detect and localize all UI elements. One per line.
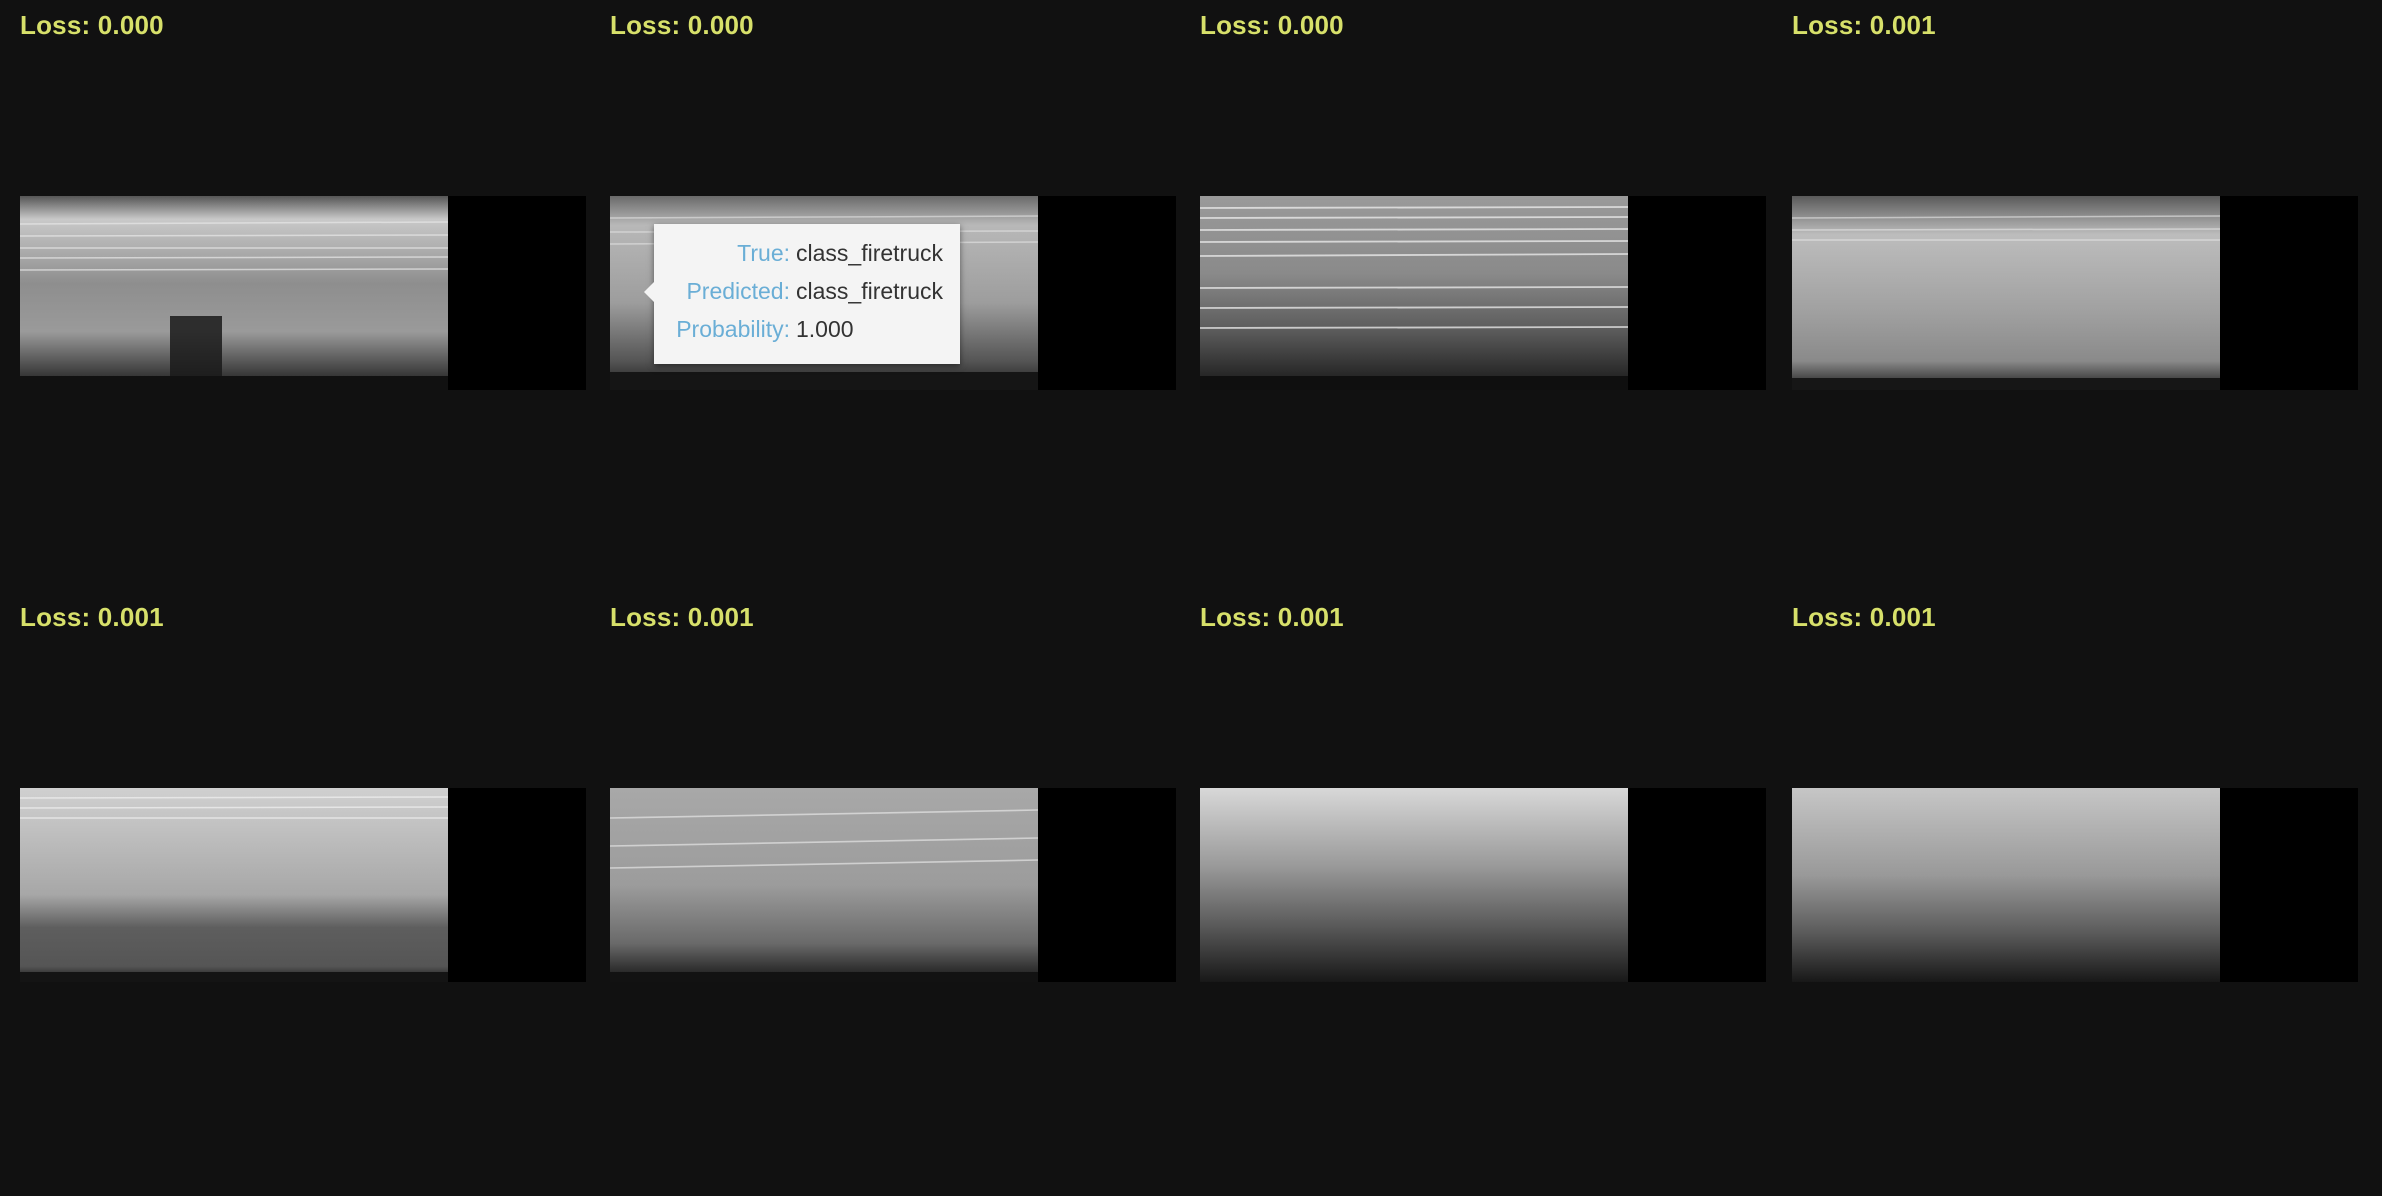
spectrogram-frame[interactable] [1792, 788, 2358, 982]
tooltip-true-value: class_firetruck [796, 240, 943, 266]
tooltip-caret-icon [644, 282, 654, 302]
spectrogram-frame[interactable]: True: class_firetruck Predicted: class_f… [610, 196, 1176, 390]
tooltip-probability-value: 1.000 [796, 316, 854, 342]
tooltip-predicted-value: class_firetruck [796, 278, 943, 304]
result-card[interactable]: Loss: 0.000 [20, 0, 586, 560]
spectrogram-frame[interactable] [20, 788, 586, 982]
loss-label: Loss: 0.001 [610, 602, 754, 632]
loss-label: Loss: 0.001 [20, 602, 164, 632]
tooltip-probability-key: Probability: [676, 316, 790, 342]
result-card[interactable]: Loss: 0.000 [610, 0, 1176, 560]
result-card[interactable]: Loss: 0.001 [610, 592, 1176, 1152]
tooltip-probability-row: Probability: 1.000 [670, 310, 944, 348]
loss-label: Loss: 0.001 [1792, 602, 1936, 632]
spectrogram-image[interactable] [1200, 788, 1628, 982]
spectrogram-frame[interactable] [20, 196, 586, 390]
tooltip-predicted-key: Predicted: [686, 278, 790, 304]
prediction-tooltip: True: class_firetruck Predicted: class_f… [644, 224, 960, 364]
result-card[interactable]: Loss: 0.001 [1792, 0, 2358, 560]
spectrogram-image[interactable] [20, 788, 448, 982]
spectrogram-image[interactable] [1200, 196, 1628, 390]
spectrogram-image[interactable] [1792, 788, 2220, 982]
spectrogram-image[interactable] [610, 788, 1038, 982]
loss-label: Loss: 0.001 [1792, 10, 1936, 40]
tooltip-true-row: True: class_firetruck [670, 234, 944, 272]
result-card[interactable]: Loss: 0.001 [1200, 592, 1766, 1152]
tooltip-true-key: True: [737, 240, 790, 266]
loss-label: Loss: 0.001 [1200, 602, 1344, 632]
spectrogram-image[interactable] [1792, 196, 2220, 390]
spectrogram-frame[interactable] [1200, 196, 1766, 390]
loss-label: Loss: 0.000 [1200, 10, 1344, 40]
spectrogram-frame[interactable] [610, 788, 1176, 982]
tooltip-predicted-row: Predicted: class_firetruck [670, 272, 944, 310]
spectrogram-image[interactable] [20, 196, 448, 390]
spectrogram-frame[interactable] [1200, 788, 1766, 982]
result-card[interactable]: Loss: 0.000 [1200, 0, 1766, 560]
result-card[interactable]: Loss: 0.001 [20, 592, 586, 1152]
spectrogram-frame[interactable] [1792, 196, 2358, 390]
loss-label: Loss: 0.000 [610, 10, 754, 40]
loss-label: Loss: 0.000 [20, 10, 164, 40]
result-card[interactable]: Loss: 0.001 [1792, 592, 2358, 1152]
